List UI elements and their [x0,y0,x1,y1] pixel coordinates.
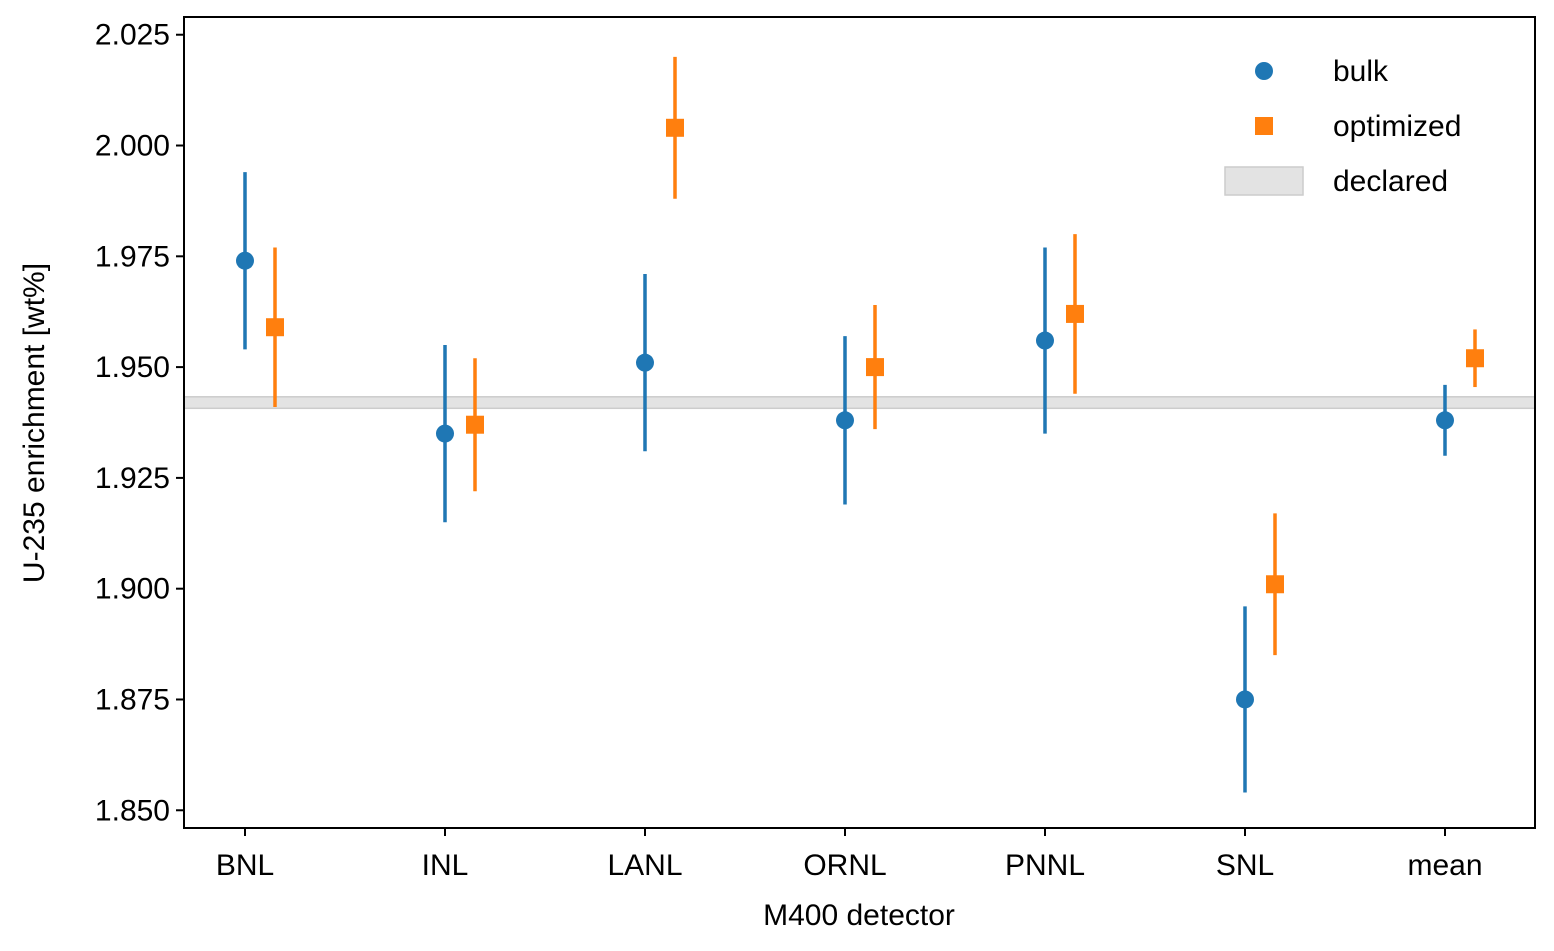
y-axis-label: U-235 enrichment [wt%] [18,263,51,583]
legend-optimized-marker [1255,117,1273,135]
x-tick-label: INL [422,849,469,882]
x-tick-label: PNNL [1005,849,1085,882]
legend-optimized-label: optimized [1333,110,1461,143]
optimized-point [266,318,284,337]
y-tick-label: 1.925 [95,462,170,495]
y-tick-label: 1.950 [95,351,170,384]
bulk-point [1036,331,1054,350]
bulk-point [236,251,254,270]
x-tick-label: LANL [607,849,682,882]
x-tick-label: ORNL [803,849,886,882]
x-axis-label: M400 detector [763,899,955,932]
bulk-point [1436,411,1454,430]
bulk-point [636,353,654,372]
legend-declared-label: declared [1333,165,1448,198]
optimized-point [466,415,484,434]
declared-band [183,396,1536,410]
declared-band-layer [183,396,1536,410]
y-tick-label: 1.850 [95,794,170,827]
y-tick-label: 1.900 [95,573,170,606]
y-tick-label: 1.975 [95,240,170,273]
tick-layer: 1.850 1.875 1.900 1.925 1.950 1.975 2.000 2.025… [95,19,1483,882]
legend-declared-swatch [1224,166,1304,196]
optimized-point [1066,304,1084,323]
y-tick-label: 2.025 [95,19,170,52]
y-tick-label: 2.000 [95,130,170,163]
plot-frame [183,16,1536,829]
optimized-point [866,358,884,377]
series-layer [236,56,1484,793]
optimized-point [666,118,684,137]
axes-layer [183,16,1536,829]
series-bulk [236,172,1454,793]
bulk-point [836,411,854,430]
x-tick-label: BNL [216,849,274,882]
x-tick-label: SNL [1216,849,1274,882]
legend-bulk-marker [1255,62,1273,80]
legend-bulk-label: bulk [1333,55,1389,88]
bulk-point [436,424,454,443]
optimized-point [1466,349,1484,368]
legend: bulk optimized declared [1224,55,1461,198]
series-optimized [266,56,1484,656]
y-tick-label: 1.875 [95,683,170,716]
optimized-point [1266,575,1284,594]
x-tick-label: mean [1407,849,1482,882]
bulk-point [1236,690,1254,709]
